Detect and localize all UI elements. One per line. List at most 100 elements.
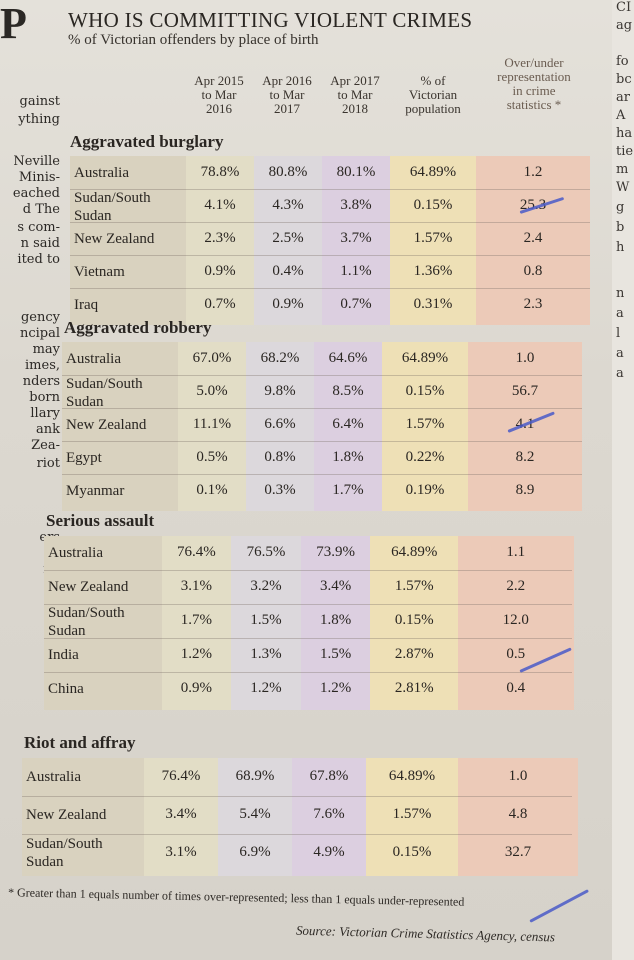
- source-note: Source: Victorian Crime Statistics Agenc…: [295, 922, 556, 945]
- offender-percent-cell: 68.2%: [260, 349, 300, 366]
- adjacent-text-fragment: A: [616, 108, 626, 123]
- adjacent-text-fragment: tie: [616, 144, 634, 159]
- offender-percent-cell: 0.9%: [272, 295, 304, 312]
- offender-percent-cell: 1.3%: [250, 646, 282, 662]
- adjacent-text-fragment: gency: [20, 310, 60, 325]
- table-row: Sudan/South Sudan 5.0% 9.8% 8.5% 0.15% 56.7: [62, 375, 582, 410]
- offender-percent-cell: 0.8%: [264, 448, 296, 465]
- column-shading: [314, 342, 382, 511]
- adjacent-text-fragment: n said: [20, 236, 60, 251]
- column-shading: [22, 758, 144, 876]
- adjacent-text-fragment: CI: [616, 0, 632, 15]
- offender-percent-cell: 67.8%: [309, 768, 349, 784]
- section-title: Aggravated robbery: [64, 318, 212, 337]
- adjacent-text-fragment: ag: [616, 18, 633, 33]
- adjacent-text-fragment: Minis-: [18, 170, 60, 185]
- column-shading: [458, 758, 578, 876]
- column-shading: [390, 156, 476, 325]
- population-cell: 64.89%: [391, 544, 438, 560]
- representation-cell: 0.4: [506, 680, 526, 696]
- offender-percent-cell: 9.8%: [264, 382, 296, 399]
- row-divider: [70, 189, 590, 190]
- column-shading: [62, 342, 178, 511]
- place-of-birth-cell: Australia: [66, 350, 121, 367]
- offender-percent-cell: 3.4%: [165, 806, 197, 822]
- population-cell: 64.89%: [409, 163, 457, 180]
- adjacent-text-fragment: Zea-: [31, 438, 60, 453]
- row-divider: [62, 375, 582, 376]
- offender-percent-cell: 3.2%: [250, 578, 282, 594]
- offender-percent-cell: 3.7%: [340, 229, 372, 246]
- offender-percent-cell: 68.9%: [235, 768, 275, 784]
- place-of-birth-cell: Myanmar: [66, 482, 125, 499]
- offender-percent-cell: 4.1%: [204, 196, 236, 213]
- table-row: Vietnam 0.9% 0.4% 1.1% 1.36% 0.8: [70, 255, 590, 288]
- adjacent-text-fragment: nders: [22, 374, 60, 389]
- table-row: Sudan/South Sudan 3.1% 6.9% 4.9% 0.15% 32.7: [22, 834, 572, 872]
- adjacent-text-fragment: d The: [22, 202, 60, 217]
- adjacent-text-fragment: ar: [616, 90, 630, 105]
- column-shading: [186, 156, 254, 325]
- representation-cell: 1.2: [523, 163, 543, 180]
- population-cell: 64.89%: [388, 768, 436, 784]
- offender-percent-cell: 3.1%: [180, 578, 213, 594]
- section-title: Riot and affray: [24, 733, 136, 752]
- pen-mark-underline: [529, 889, 589, 923]
- place-of-birth-cell: Australia: [26, 769, 81, 785]
- offender-percent-cell: 67.0%: [192, 349, 232, 366]
- section-title: Aggravated burglary: [70, 132, 224, 151]
- adjacent-text-fragment: Neville: [13, 154, 60, 169]
- adjacent-text-fragment: llary: [30, 406, 60, 421]
- offender-percent-cell: 2.3%: [204, 229, 236, 246]
- population-cell: 0.22%: [405, 448, 445, 465]
- representation-cell: 4.8: [508, 806, 528, 822]
- column-shading: [178, 342, 246, 511]
- offender-percent-cell: 3.1%: [165, 844, 197, 860]
- offender-percent-cell: 6.6%: [264, 415, 296, 432]
- population-cell: 0.15%: [405, 382, 445, 399]
- adjacent-text-fragment: W: [616, 180, 630, 195]
- column-shading: [468, 342, 582, 511]
- offender-percent-cell: 0.5%: [196, 448, 228, 465]
- column-shading: [70, 156, 186, 325]
- adjacent-text-fragment: ything: [18, 112, 60, 127]
- representation-cell: 8.2: [515, 448, 535, 465]
- column-header-2015: Apr 2015 to Mar 2016: [194, 73, 244, 116]
- place-of-birth-cell: New Zealand: [26, 807, 107, 823]
- adjacent-text-fragment: a: [616, 346, 624, 361]
- offender-percent-cell: 3.8%: [340, 196, 372, 213]
- place-of-birth-cell: Egypt: [66, 449, 102, 466]
- offender-percent-cell: 0.9%: [180, 680, 213, 696]
- offender-percent-cell: 0.4%: [272, 262, 304, 279]
- place-of-birth-cell: India: [48, 647, 79, 663]
- offender-percent-cell: 0.1%: [196, 481, 228, 498]
- offender-percent-cell: 80.8%: [268, 163, 308, 180]
- offender-percent-cell: 73.9%: [316, 544, 355, 560]
- offender-percent-cell: 0.9%: [204, 262, 236, 279]
- row-divider: [70, 255, 590, 256]
- population-cell: 0.19%: [405, 481, 445, 498]
- offender-percent-cell: 76.5%: [246, 544, 286, 560]
- offender-percent-cell: 5.4%: [239, 806, 271, 822]
- population-cell: 1.57%: [394, 578, 434, 594]
- offender-percent-cell: 1.1%: [340, 262, 372, 279]
- representation-cell: 25.3: [519, 196, 547, 213]
- column-header-2017: Apr 2017 to Mar 2018: [330, 73, 380, 116]
- offender-percent-cell: 4.9%: [313, 844, 345, 860]
- column-shading: [254, 156, 322, 325]
- column-header-representation: Over/under representation in crime statisti…: [497, 55, 571, 112]
- offender-percent-cell: 0.7%: [340, 295, 372, 312]
- offender-percent-cell: 1.8%: [319, 612, 352, 628]
- offender-percent-cell: 2.5%: [272, 229, 304, 246]
- place-of-birth-cell: New Zealand: [48, 579, 129, 595]
- table-row: New Zealand 2.3% 2.5% 3.7% 1.57% 2.4: [70, 222, 590, 255]
- table-row: Egypt 0.5% 0.8% 1.8% 0.22% 8.2: [62, 441, 582, 474]
- column-shading: [370, 536, 458, 710]
- adjacent-text-fragment: ank: [35, 422, 60, 437]
- population-cell: 2.87%: [394, 646, 434, 662]
- population-cell: 0.15%: [413, 196, 453, 213]
- table-row: Myanmar 0.1% 0.3% 1.7% 0.19% 8.9: [62, 474, 582, 507]
- place-of-birth-cell: Sudan/South Sudan: [66, 376, 143, 410]
- table-row: Sudan/South Sudan 4.1% 4.3% 3.8% 0.15% 25.3: [70, 189, 590, 224]
